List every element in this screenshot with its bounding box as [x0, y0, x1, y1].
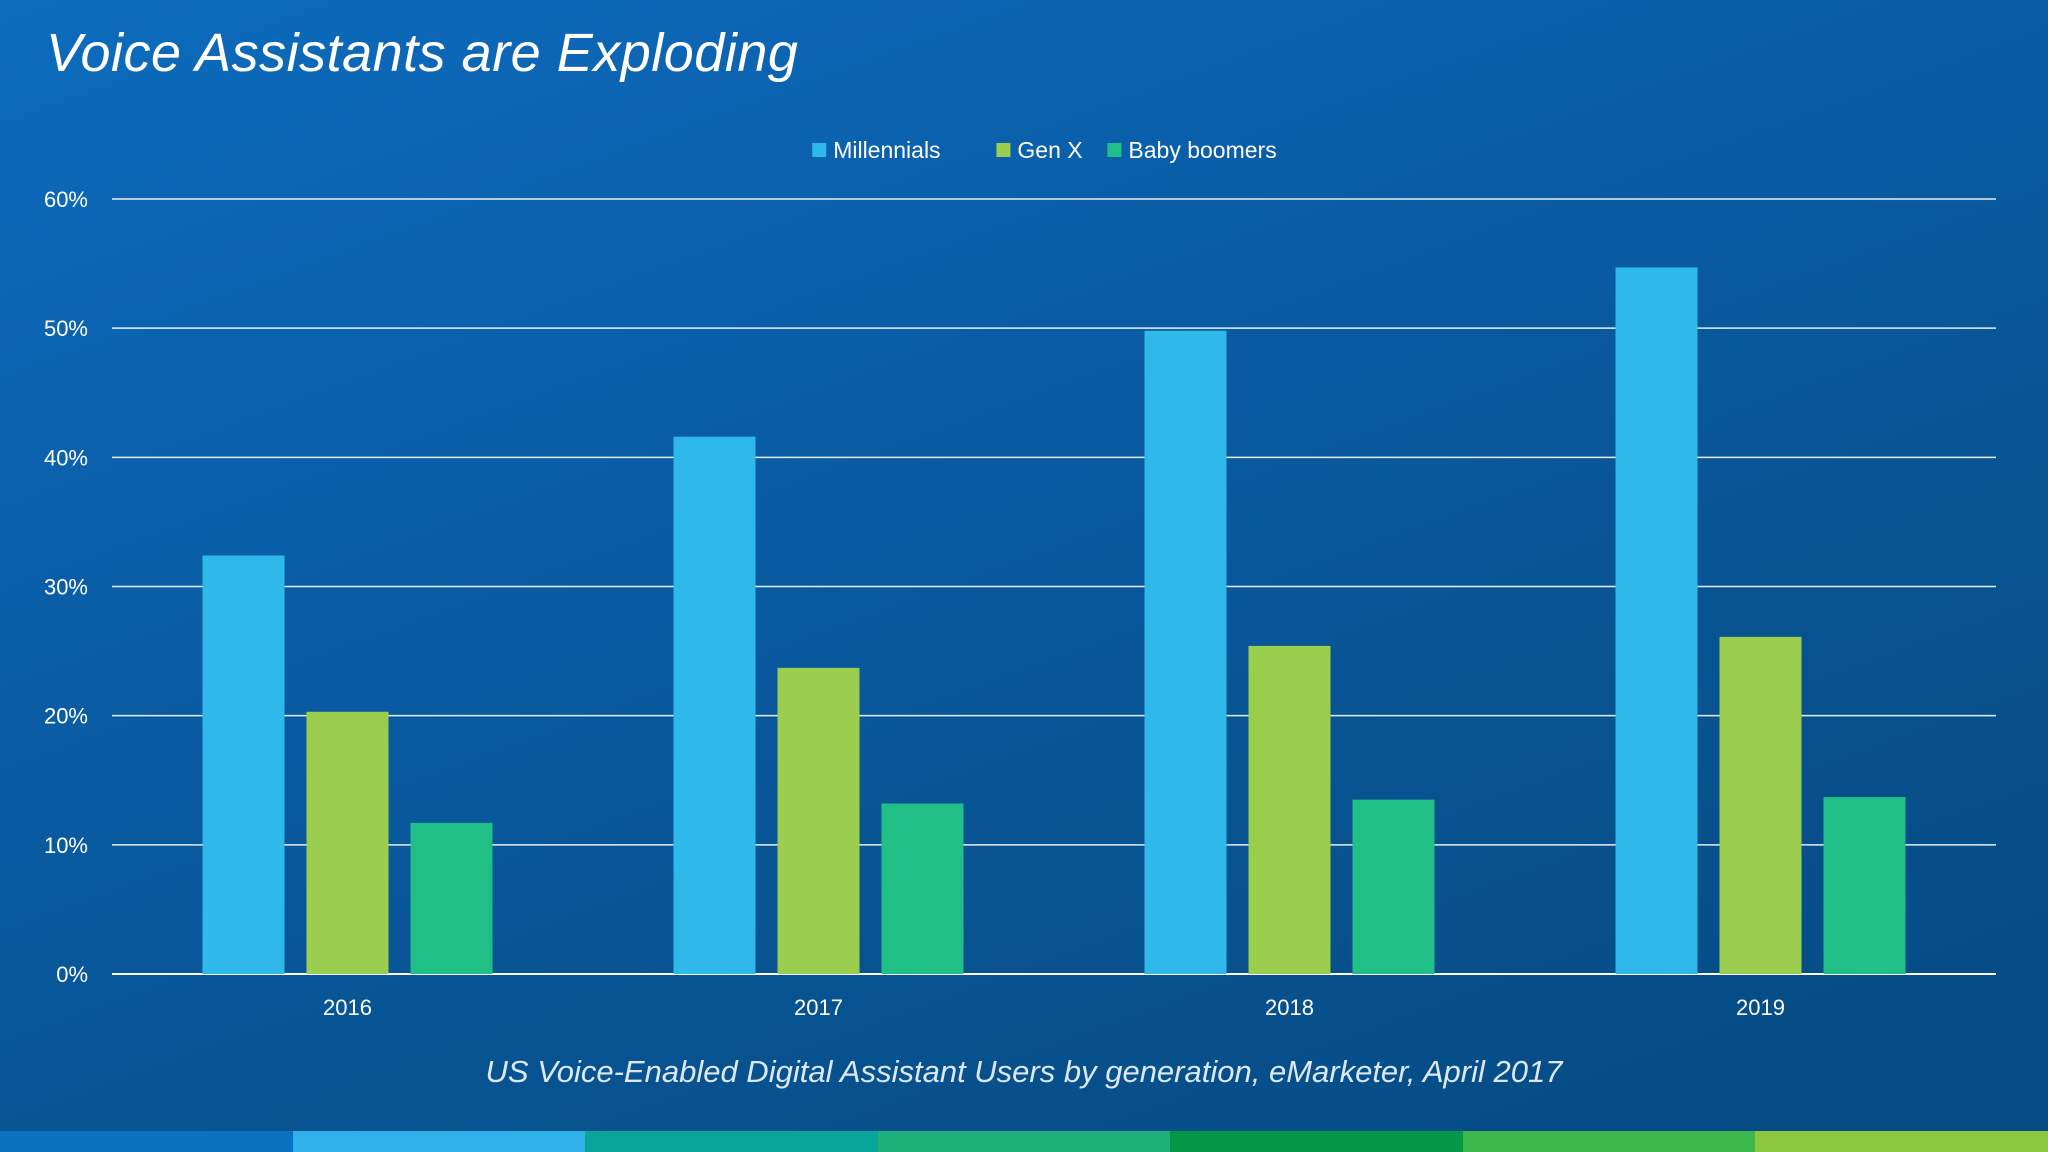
legend-label: Millennials [833, 137, 940, 163]
footer-strip-segment [877, 1131, 1171, 1152]
slide-title: Voice Assistants are Exploding [46, 23, 799, 83]
bar-chart: Millennials Gen X Baby boomers 0% 10% 20% 30%… [44, 137, 1996, 1020]
chart-legend: Millennials Gen X Baby boomers [812, 137, 1277, 163]
y-tick-label: 50% [44, 316, 88, 341]
bar-millennials-2017 [673, 436, 756, 975]
footer-color-strip [0, 1131, 2048, 1152]
legend-swatch [1107, 143, 1122, 157]
bar-baby-boomers-2018 [1352, 799, 1435, 974]
chart-bars [202, 267, 1906, 975]
y-tick-label: 30% [44, 575, 88, 600]
bar-millennials-2016 [202, 555, 285, 974]
footer-strip-segment [0, 1131, 293, 1152]
y-tick-label: 20% [44, 704, 88, 729]
bar-baby-boomers-2017 [881, 803, 964, 974]
bar-gen-x-2019 [1719, 636, 1802, 974]
legend-swatch [812, 143, 827, 157]
chart-gridlines [112, 198, 1996, 975]
y-tick-label: 0% [56, 962, 88, 987]
footer-strip-segment [1462, 1131, 1756, 1152]
bar-baby-boomers-2016 [410, 822, 493, 974]
x-tick-label: 2016 [323, 995, 372, 1020]
bar-gen-x-2018 [1248, 645, 1331, 974]
legend-label: Gen X [1017, 137, 1082, 163]
footer-strip-segment [1755, 1131, 2048, 1152]
footer-strip-segment [1170, 1131, 1463, 1152]
bar-gen-x-2017 [777, 667, 860, 974]
footer-strip-segment [292, 1131, 586, 1152]
bar-baby-boomers-2019 [1823, 797, 1906, 974]
x-axis-tick-labels: 2016 2017 2018 2019 [323, 995, 1785, 1020]
legend-label: Baby boomers [1128, 137, 1276, 163]
x-tick-label: 2018 [1265, 995, 1314, 1020]
bar-millennials-2018 [1144, 330, 1227, 974]
bar-gen-x-2016 [306, 711, 389, 974]
footer-strip-segment [585, 1131, 878, 1152]
y-axis-tick-labels: 0% 10% 20% 30% 40% 50% 60% [44, 187, 88, 987]
x-tick-label: 2019 [1736, 995, 1785, 1020]
bar-millennials-2019 [1615, 267, 1698, 974]
y-tick-label: 10% [44, 833, 88, 858]
y-tick-label: 40% [44, 445, 88, 470]
y-tick-label: 60% [44, 187, 88, 212]
x-tick-label: 2017 [794, 995, 843, 1020]
legend-swatch [996, 143, 1011, 157]
source-caption: US Voice-Enabled Digital Assistant Users… [485, 1054, 1563, 1089]
